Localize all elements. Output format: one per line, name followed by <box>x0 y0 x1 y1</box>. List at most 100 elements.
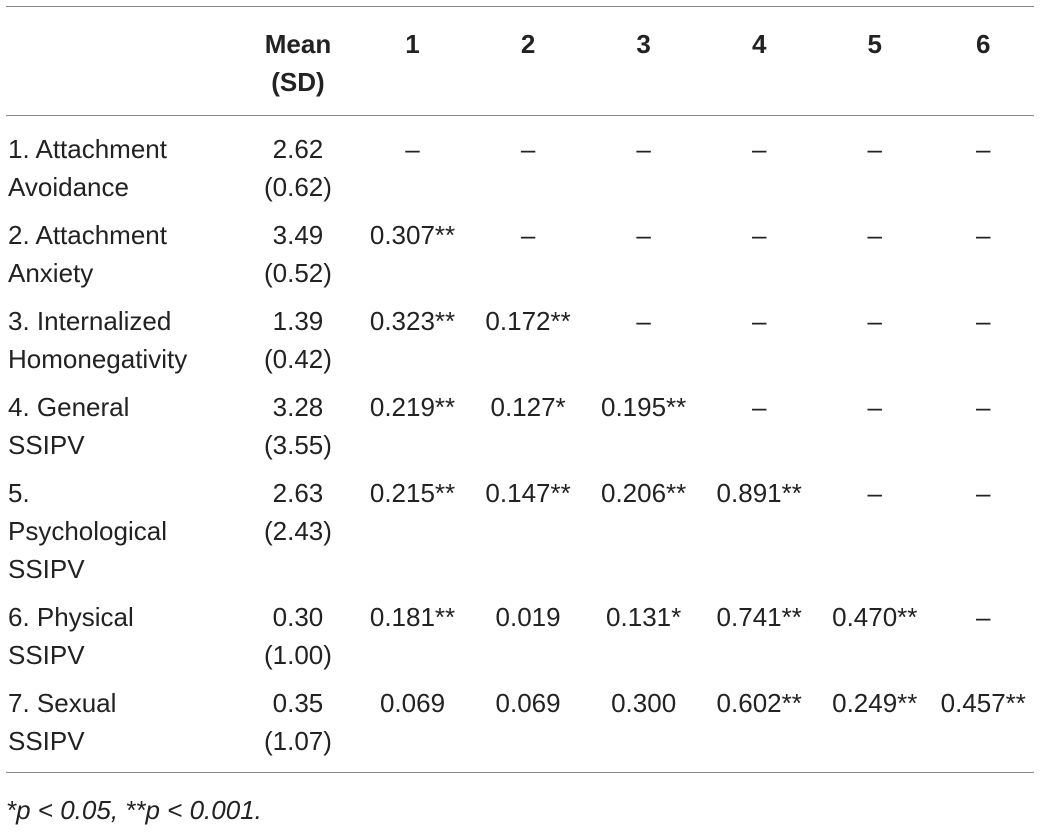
correlation-cell: 0.206** <box>600 478 687 508</box>
correlation-cell: – <box>520 220 536 250</box>
row-variable-label: 1. Attachment Avoidance <box>6 116 241 217</box>
row-mean: 3.49 <box>272 220 324 250</box>
row-variable-label-line: 3. Internalized <box>8 306 172 336</box>
row-variable-label: 5. Psychological SSIPV <box>6 474 241 598</box>
correlation-cell: – <box>636 306 651 336</box>
row-sd: (2.43) <box>264 516 332 546</box>
correlation-cell: 0.249** <box>832 688 918 718</box>
header-row: Mean (SD) 1 2 3 4 5 6 <box>6 6 1034 116</box>
header-variable <box>6 7 241 116</box>
row-variable-label: 7. Sexual SSIPV <box>6 684 241 773</box>
header-col-5: 5 <box>867 29 882 59</box>
header-mean: Mean <box>264 29 332 59</box>
row-mean-sd: 3.28 (3.55) <box>241 388 355 474</box>
row-variable-label-line: 5. <box>8 478 30 508</box>
correlation-cell: 0.019 <box>495 602 561 632</box>
row-variable-label-line: SSIPV <box>8 430 85 460</box>
row-variable-label-line: SSIPV <box>8 640 85 670</box>
correlation-cell: 0.069 <box>495 688 561 718</box>
row-variable-label: 3. Internalized Homonegativity <box>6 302 241 388</box>
row-mean: 2.62 <box>272 134 324 164</box>
table-row: 6. Physical SSIPV 0.30 (1.00) 0.181** 0.019 0.… <box>6 598 1034 684</box>
row-variable-label-line: 2. Attachment <box>8 220 167 250</box>
header-col-2: 2 <box>520 29 536 59</box>
correlation-cell: – <box>976 220 991 250</box>
table-row: 3. Internalized Homonegativity 1.39 (0.42) 0… <box>6 302 1034 388</box>
correlation-cell: 0.172** <box>485 306 571 336</box>
header-col-4: 4 <box>751 29 767 59</box>
row-sd: (0.52) <box>264 258 332 288</box>
row-mean: 0.30 <box>272 602 324 632</box>
table-body: 1. Attachment Avoidance 2.62 (0.62) – – – – – –2.… <box>6 116 1034 773</box>
correlation-cell: – <box>867 478 882 508</box>
row-mean: 0.35 <box>272 688 324 718</box>
row-variable-label-line: Homonegativity <box>8 344 188 374</box>
row-mean: 1.39 <box>272 306 324 336</box>
correlation-cell: 0.127* <box>490 392 566 422</box>
row-sd: (1.00) <box>264 640 332 670</box>
correlation-cell: – <box>976 306 991 336</box>
row-variable-label-line: SSIPV <box>8 726 85 756</box>
table-row: 4. General SSIPV 3.28 (3.55) 0.219** 0.127* 0.… <box>6 388 1034 474</box>
row-sd: (0.42) <box>264 344 332 374</box>
correlation-table: Mean (SD) 1 2 3 4 5 6 1. Attachment Avoid… <box>6 6 1034 773</box>
correlation-cell: 0.457** <box>940 688 1026 718</box>
row-variable-label: 6. Physical SSIPV <box>6 598 241 684</box>
correlation-cell: 0.219** <box>369 392 456 422</box>
table-footnote: *p < 0.05, **p < 0.001. <box>6 795 262 825</box>
correlation-cell: 0.323** <box>369 306 456 336</box>
correlation-cell: – <box>867 306 882 336</box>
correlation-cell: – <box>520 134 536 164</box>
row-mean-sd: 2.63 (2.43) <box>241 474 355 598</box>
header-col-6: 6 <box>976 29 991 59</box>
header-mean-sd: Mean (SD) <box>241 7 355 116</box>
row-sd: (3.55) <box>264 430 332 460</box>
correlation-cell: 0.069 <box>379 688 446 718</box>
correlation-cell: – <box>636 134 651 164</box>
correlation-cell: – <box>636 220 651 250</box>
row-mean: 2.63 <box>272 478 324 508</box>
correlation-cell: – <box>976 478 991 508</box>
correlation-cell: 0.147** <box>485 478 571 508</box>
header-sd: (SD) <box>271 67 325 97</box>
correlation-cell: 0.300 <box>611 688 677 718</box>
row-mean: 3.28 <box>272 392 324 422</box>
row-variable-label: 2. Attachment Anxiety <box>6 216 241 302</box>
correlation-cell: 0.215** <box>369 478 456 508</box>
row-variable-label-line: 6. Physical <box>8 602 134 632</box>
row-variable-label-line: Avoidance <box>8 172 129 202</box>
table-row: 5. Psychological SSIPV 2.63 (2.43) 0.215** 0.1… <box>6 474 1034 598</box>
correlation-cell: – <box>976 602 991 632</box>
header-col-1: 1 <box>405 29 420 59</box>
correlation-cell: 0.470** <box>832 602 918 632</box>
table-header: Mean (SD) 1 2 3 4 5 6 <box>6 6 1034 116</box>
row-mean-sd: 3.49 (0.52) <box>241 216 355 302</box>
correlation-cell: – <box>867 220 882 250</box>
table-row: 1. Attachment Avoidance 2.62 (0.62) – – – – – – <box>6 116 1034 217</box>
correlation-cell: – <box>405 134 420 164</box>
row-variable-label-line: Psychological <box>8 516 167 546</box>
correlation-cell: 0.131* <box>606 602 682 632</box>
correlation-cell: – <box>976 134 991 164</box>
correlation-cell: – <box>976 392 991 422</box>
table-row: 7. Sexual SSIPV 0.35 (1.07) 0.069 0.069 0.300 0… <box>6 684 1034 773</box>
row-variable-label-line: 4. General <box>8 392 130 422</box>
row-mean-sd: 2.62 (0.62) <box>241 116 355 217</box>
row-mean-sd: 0.30 (1.00) <box>241 598 355 684</box>
correlation-cell: – <box>751 392 767 422</box>
row-sd: (0.62) <box>264 172 332 202</box>
row-sd: (1.07) <box>264 726 332 756</box>
row-variable-label-line: 7. Sexual <box>8 688 117 718</box>
correlation-cell: 0.195** <box>600 392 687 422</box>
row-variable-label-line: Anxiety <box>8 258 94 288</box>
correlation-cell: – <box>867 134 882 164</box>
correlation-cell: – <box>751 134 767 164</box>
correlation-cell: – <box>867 392 882 422</box>
table-row: 2. Attachment Anxiety 3.49 (0.52) 0.307** – – –… <box>6 216 1034 302</box>
correlation-cell: – <box>751 220 767 250</box>
row-variable-label-line: SSIPV <box>8 554 85 584</box>
correlation-cell: 0.181** <box>369 602 456 632</box>
correlation-cell: 0.307** <box>369 220 456 250</box>
row-mean-sd: 0.35 (1.07) <box>241 684 355 773</box>
header-col-3: 3 <box>636 29 651 59</box>
